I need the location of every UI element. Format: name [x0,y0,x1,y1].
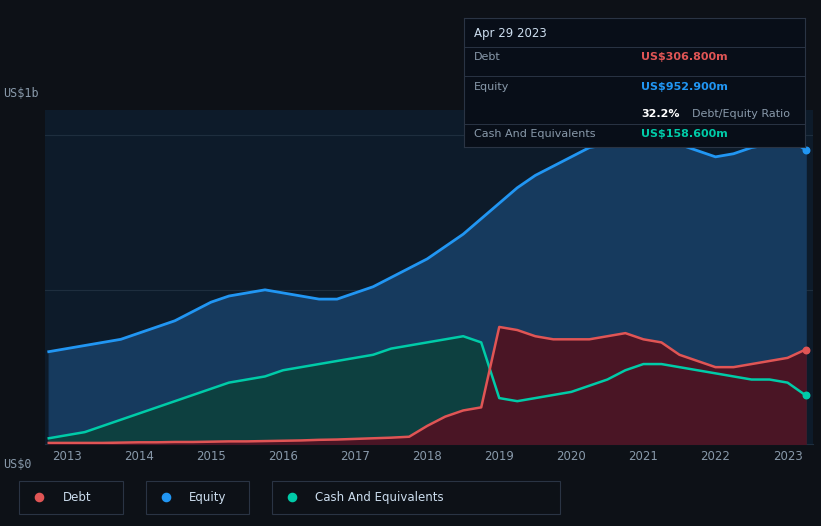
Text: US$952.900m: US$952.900m [641,82,728,92]
Text: Equity: Equity [189,491,227,503]
Text: US$1b: US$1b [3,87,39,100]
Text: Apr 29 2023: Apr 29 2023 [474,27,547,41]
Point [507,278,520,286]
Text: Debt/Equity Ratio: Debt/Equity Ratio [692,109,790,119]
Text: 32.2%: 32.2% [641,109,680,119]
Point [799,345,812,353]
Text: Debt: Debt [62,491,91,503]
Text: Debt: Debt [474,52,501,62]
Point [799,146,812,154]
Text: US$158.600m: US$158.600m [641,129,727,139]
Text: US$306.800m: US$306.800m [641,52,727,62]
Text: US$0: US$0 [3,458,31,471]
Text: Equity: Equity [474,82,510,92]
Text: Cash And Equivalents: Cash And Equivalents [315,491,444,503]
Point [799,391,812,400]
Text: Cash And Equivalents: Cash And Equivalents [474,129,595,139]
